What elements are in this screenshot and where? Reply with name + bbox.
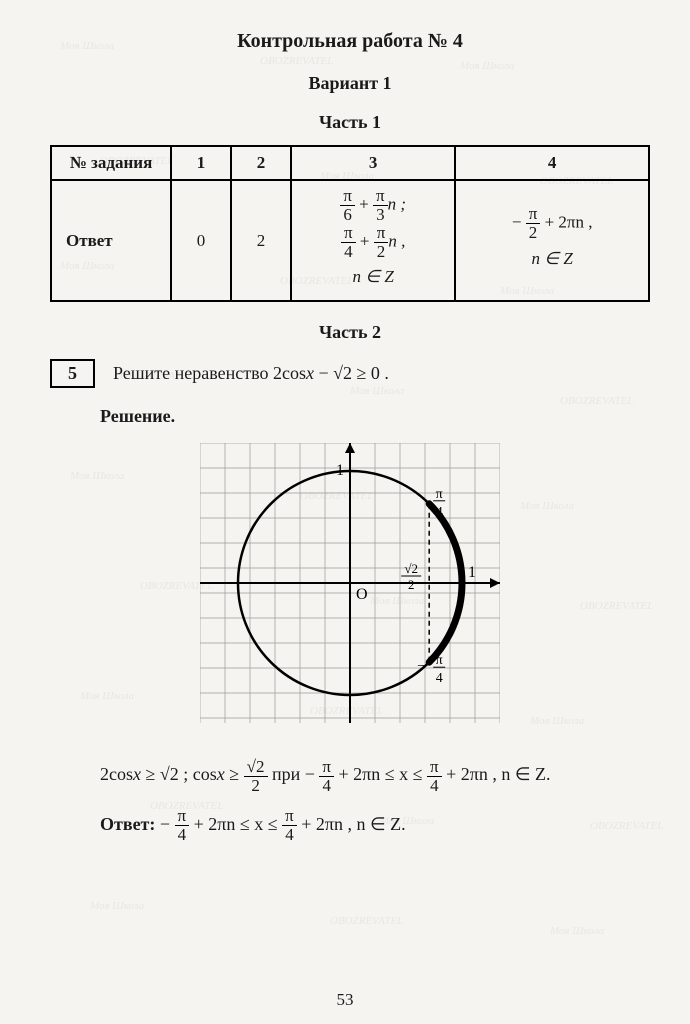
svg-text:π: π [436, 487, 443, 502]
title-main: Контрольная работа № 4 [50, 30, 650, 53]
title-variant: Вариант 1 [50, 73, 650, 94]
th-3: 3 [291, 146, 455, 180]
svg-text:2: 2 [408, 577, 415, 592]
ans-4: − π2 + 2πn , n ∈ Z [455, 180, 649, 301]
task-5-text: Решите неравенство 2cosx − √2 ≥ 0 . [113, 363, 389, 384]
svg-text:−: − [417, 660, 425, 675]
table-row: Ответ 0 2 π6 + π3n ; π4 + π2n , n ∈ Z − … [51, 180, 649, 301]
solution-label: Решение. [100, 406, 650, 427]
task-5-row: 5 Решите неравенство 2cosx − √2 ≥ 0 . [50, 359, 650, 388]
row-label: Ответ [51, 180, 171, 301]
table-row: № задания 1 2 3 4 [51, 146, 649, 180]
svg-text:1: 1 [468, 564, 476, 581]
th-task: № задания [51, 146, 171, 180]
svg-text:4: 4 [436, 672, 443, 687]
final-answer: Ответ: − π4 + 2πn ≤ x ≤ π4 + 2πn , n ∈ Z… [100, 803, 650, 846]
answers-table: № задания 1 2 3 4 Ответ 0 2 π6 + π3n ; π… [50, 145, 650, 302]
solution-line-1: 2cosx ≥ √2 ; cosx ≥ √22 при − π4 + 2πn ≤… [100, 753, 650, 796]
svg-text:4: 4 [436, 505, 443, 520]
th-1: 1 [171, 146, 231, 180]
th-2: 2 [231, 146, 291, 180]
page-number: 53 [0, 990, 690, 1010]
ans-1: 0 [171, 180, 231, 301]
title-part1: Часть 1 [50, 112, 650, 133]
task-num-box: 5 [50, 359, 95, 388]
ans-3: π6 + π3n ; π4 + π2n , n ∈ Z [291, 180, 455, 301]
solution-body: 2cosx ≥ √2 ; cosx ≥ √22 при − π4 + 2πn ≤… [100, 753, 650, 845]
unit-circle-graph: O11π4−π4√22 [50, 443, 650, 723]
th-4: 4 [455, 146, 649, 180]
svg-text:π: π [436, 654, 443, 669]
ans-2: 2 [231, 180, 291, 301]
svg-text:O: O [356, 586, 368, 603]
svg-text:√2: √2 [404, 561, 418, 576]
title-part2: Часть 2 [50, 322, 650, 343]
svg-text:1: 1 [336, 462, 344, 479]
